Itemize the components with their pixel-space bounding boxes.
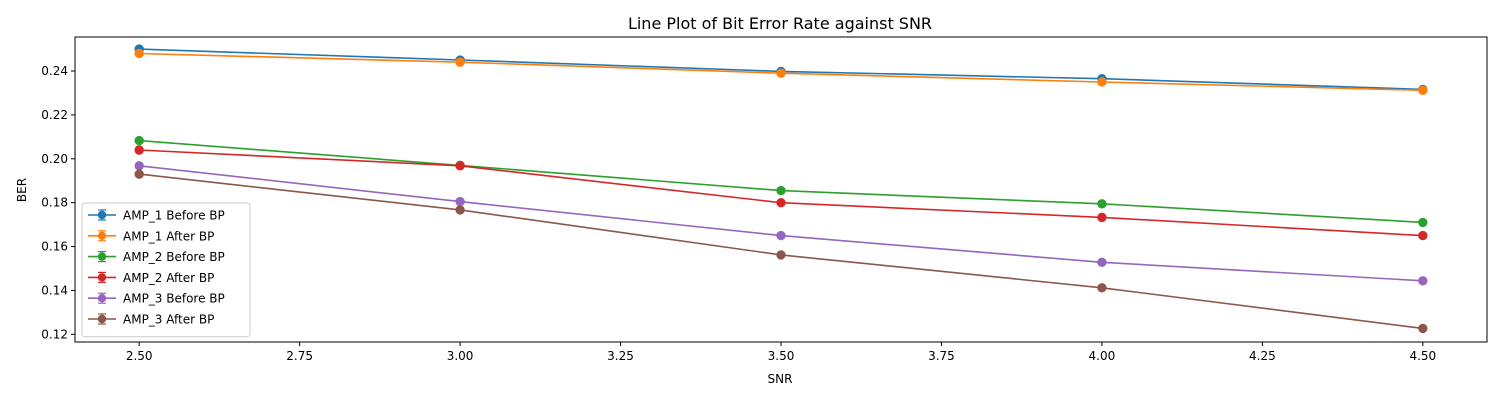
series-3 xyxy=(134,135,1428,228)
legend-marker xyxy=(97,294,107,303)
x-tick-label: 3.75 xyxy=(928,349,955,363)
data-point xyxy=(776,250,786,260)
data-point xyxy=(134,48,144,59)
y-axis-label: BER xyxy=(15,178,29,202)
legend-item: AMP_3 Before BP xyxy=(88,292,225,306)
data-point xyxy=(1097,283,1107,293)
data-point xyxy=(1097,212,1107,223)
legend: AMP_1 Before BP AMP_1 After BP AMP_2 Befor… xyxy=(81,202,251,338)
y-tick-label: 0.16 xyxy=(41,240,68,254)
series-line xyxy=(139,139,1423,224)
legend-frame xyxy=(81,202,251,338)
data-point xyxy=(455,205,465,215)
y-tick-label: 0.18 xyxy=(41,196,68,210)
data-point xyxy=(134,145,144,155)
data-point xyxy=(134,161,144,171)
y-tick-label: 0.24 xyxy=(41,64,68,78)
data-point xyxy=(1097,199,1107,209)
series-4 xyxy=(134,145,1428,241)
legend-marker xyxy=(97,273,107,282)
series-2 xyxy=(134,48,1428,96)
series-5 xyxy=(134,161,1428,286)
x-tick-label: 3.00 xyxy=(447,349,474,363)
series-6 xyxy=(134,169,1428,334)
y-tick-label: 0.20 xyxy=(41,152,68,166)
series-line xyxy=(139,165,1423,282)
legend-item: AMP_1 Before BP xyxy=(88,209,225,223)
x-tick-label: 3.50 xyxy=(768,349,795,363)
legend-item: AMP_2 After BP xyxy=(88,271,214,285)
data-point xyxy=(776,197,786,208)
x-tick-label: 2.75 xyxy=(286,349,313,363)
data-point xyxy=(776,68,786,78)
y-tick-label: 0.22 xyxy=(41,108,68,122)
legend-marker xyxy=(97,210,107,220)
data-point xyxy=(455,57,465,67)
x-tick-label: 4.25 xyxy=(1249,349,1276,363)
data-point xyxy=(1097,257,1107,268)
data-point xyxy=(1418,217,1428,228)
series-layer xyxy=(134,44,1428,334)
data-point xyxy=(1418,230,1428,241)
x-tick-label: 2.50 xyxy=(126,349,153,363)
legend-marker xyxy=(97,314,107,324)
y-tick-label: 0.12 xyxy=(41,327,68,341)
legend-item: AMP_2 Before BP xyxy=(88,250,225,264)
chart-title: Line Plot of Bit Error Rate against SNR xyxy=(628,14,932,33)
data-point xyxy=(776,185,786,196)
data-point xyxy=(776,230,786,241)
x-tick-label: 4.50 xyxy=(1409,349,1436,363)
data-point xyxy=(455,161,465,171)
legend-label: AMP_1 After BP xyxy=(123,229,214,243)
legend-marker xyxy=(97,252,107,261)
legend-label: AMP_2 Before BP xyxy=(123,250,225,264)
x-tick-label: 4.00 xyxy=(1089,349,1116,363)
x-axis: 2.50 2.75 3.00 3.25 3.50 3.75 4.00 4.25 4.50 xyxy=(126,342,1436,363)
legend-item: AMP_1 After BP xyxy=(88,229,214,243)
legend-label: AMP_1 Before BP xyxy=(123,209,225,223)
legend-item: AMP_3 After BP xyxy=(88,313,214,327)
data-point xyxy=(1097,77,1107,87)
x-tick-label: 3.25 xyxy=(607,349,634,363)
legend-label: AMP_3 After BP xyxy=(123,313,214,327)
data-point xyxy=(1418,276,1428,286)
legend-label: AMP_2 After BP xyxy=(123,271,214,285)
y-tick-label: 0.14 xyxy=(41,283,68,297)
data-point xyxy=(1418,85,1428,96)
data-point xyxy=(134,169,144,179)
legend-label: AMP_3 Before BP xyxy=(123,292,225,306)
data-point xyxy=(455,196,465,207)
data-point xyxy=(1418,323,1428,334)
y-axis: 0.12 0.14 0.16 0.18 0.20 0.22 0.24 xyxy=(41,64,75,341)
x-axis-label: SNR xyxy=(768,372,793,386)
legend-marker xyxy=(97,231,107,240)
data-point xyxy=(134,135,144,146)
